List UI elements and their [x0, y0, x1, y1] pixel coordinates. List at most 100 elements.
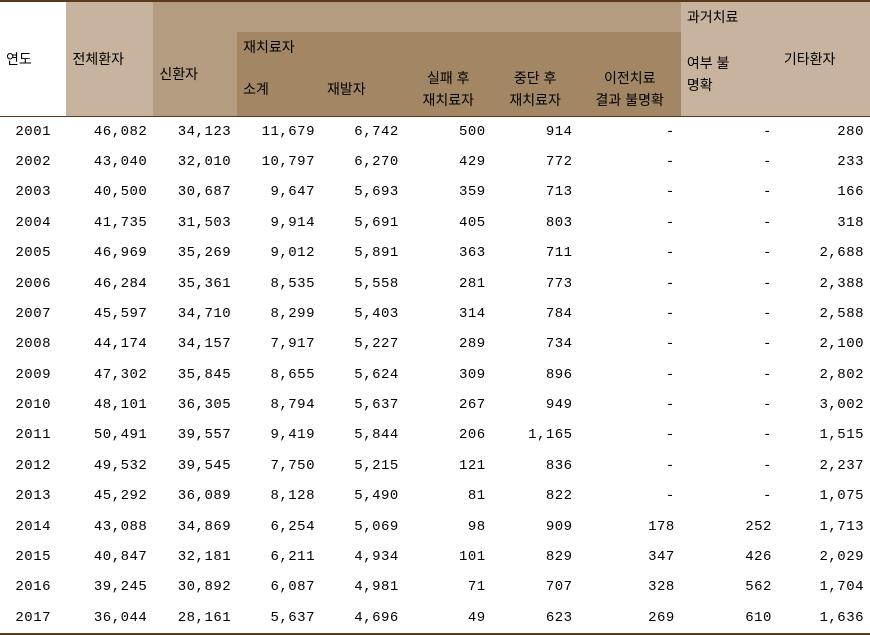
cell-past: -	[681, 147, 778, 177]
table-row: 201249,53239,5457,7505,215121836--2,237	[0, 451, 870, 481]
cell-total: 45,292	[66, 481, 153, 511]
cell-subtotal: 8,128	[237, 481, 321, 511]
cell-fail: 81	[405, 481, 492, 511]
cell-total: 46,969	[66, 238, 153, 268]
cell-fail: 500	[405, 116, 492, 147]
table-row: 201048,10136,3058,7945,637267949--3,002	[0, 390, 870, 420]
cell-relapse: 5,693	[321, 177, 405, 207]
cell-other: 1,636	[778, 603, 870, 634]
cell-relapse: 6,270	[321, 147, 405, 177]
cell-subtotal: 9,914	[237, 208, 321, 238]
cell-other: 280	[778, 116, 870, 147]
table-row: 200947,30235,8458,6555,624309896--2,802	[0, 360, 870, 390]
cell-relapse: 5,637	[321, 390, 405, 420]
cell-new: 35,269	[153, 238, 237, 268]
cell-stop: 772	[492, 147, 579, 177]
cell-new: 34,710	[153, 299, 237, 329]
cell-relapse: 5,844	[321, 420, 405, 450]
cell-past: -	[681, 269, 778, 299]
cell-relapse: 5,891	[321, 238, 405, 268]
cell-subtotal: 6,087	[237, 572, 321, 602]
cell-new: 39,557	[153, 420, 237, 450]
cell-stop: 803	[492, 208, 579, 238]
cell-prev: -	[579, 481, 681, 511]
cell-relapse: 5,624	[321, 360, 405, 390]
cell-relapse: 5,490	[321, 481, 405, 511]
cell-fail: 101	[405, 542, 492, 572]
cell-year: 2013	[0, 481, 66, 511]
cell-other: 166	[778, 177, 870, 207]
cell-stop: 829	[492, 542, 579, 572]
cell-subtotal: 11,679	[237, 116, 321, 147]
cell-past: -	[681, 116, 778, 147]
cell-new: 34,157	[153, 329, 237, 359]
cell-relapse: 5,227	[321, 329, 405, 359]
cell-new: 34,869	[153, 512, 237, 542]
cell-past: -	[681, 390, 778, 420]
header-stop: 중단 후재치료자	[492, 63, 579, 116]
cell-prev: 178	[579, 512, 681, 542]
cell-new: 32,010	[153, 147, 237, 177]
cell-other: 2,802	[778, 360, 870, 390]
cell-past: 426	[681, 542, 778, 572]
cell-other: 1,515	[778, 420, 870, 450]
cell-stop: 822	[492, 481, 579, 511]
cell-total: 47,302	[66, 360, 153, 390]
cell-fail: 429	[405, 147, 492, 177]
cell-total: 50,491	[66, 420, 153, 450]
cell-other: 1,713	[778, 512, 870, 542]
cell-other: 233	[778, 147, 870, 177]
cell-year: 2006	[0, 269, 66, 299]
header-total: 전체환자	[66, 1, 153, 116]
cell-year: 2010	[0, 390, 66, 420]
cell-year: 2004	[0, 208, 66, 238]
header-prev: 이전치료결과 불명확	[579, 63, 681, 116]
cell-year: 2014	[0, 512, 66, 542]
cell-relapse: 6,742	[321, 116, 405, 147]
cell-stop: 707	[492, 572, 579, 602]
header-new: 신환자	[153, 32, 237, 116]
header-past-group: 과거치료	[681, 1, 778, 32]
cell-year: 2015	[0, 542, 66, 572]
cell-relapse: 5,558	[321, 269, 405, 299]
cell-total: 46,284	[66, 269, 153, 299]
table-row: 201345,29236,0898,1285,49081822--1,075	[0, 481, 870, 511]
cell-prev: -	[579, 299, 681, 329]
cell-subtotal: 8,299	[237, 299, 321, 329]
cell-year: 2002	[0, 147, 66, 177]
cell-other: 2,029	[778, 542, 870, 572]
cell-prev: -	[579, 147, 681, 177]
table-row: 200243,04032,01010,7976,270429772--233	[0, 147, 870, 177]
cell-prev: -	[579, 177, 681, 207]
cell-new: 30,687	[153, 177, 237, 207]
cell-prev: -	[579, 390, 681, 420]
table-row: 200646,28435,3618,5355,558281773--2,388	[0, 269, 870, 299]
header-other: 기타환자	[778, 1, 870, 116]
cell-stop: 713	[492, 177, 579, 207]
cell-prev: -	[579, 269, 681, 299]
cell-new: 30,892	[153, 572, 237, 602]
cell-past: 610	[681, 603, 778, 634]
cell-past: -	[681, 420, 778, 450]
cell-fail: 289	[405, 329, 492, 359]
cell-subtotal: 8,655	[237, 360, 321, 390]
cell-total: 48,101	[66, 390, 153, 420]
cell-relapse: 5,069	[321, 512, 405, 542]
header-fail: 실패 후재치료자	[405, 63, 492, 116]
cell-stop: 623	[492, 603, 579, 634]
header-spacer-2	[321, 32, 681, 62]
table-row: 200546,96935,2699,0125,891363711--2,688	[0, 238, 870, 268]
cell-fail: 405	[405, 208, 492, 238]
cell-new: 34,123	[153, 116, 237, 147]
cell-fail: 314	[405, 299, 492, 329]
cell-new: 36,305	[153, 390, 237, 420]
cell-stop: 784	[492, 299, 579, 329]
cell-past: 562	[681, 572, 778, 602]
cell-new: 28,161	[153, 603, 237, 634]
cell-stop: 734	[492, 329, 579, 359]
table-row: 200146,08234,12311,6796,742500914--280	[0, 116, 870, 147]
cell-other: 2,237	[778, 451, 870, 481]
cell-stop: 909	[492, 512, 579, 542]
cell-prev: 269	[579, 603, 681, 634]
cell-year: 2007	[0, 299, 66, 329]
